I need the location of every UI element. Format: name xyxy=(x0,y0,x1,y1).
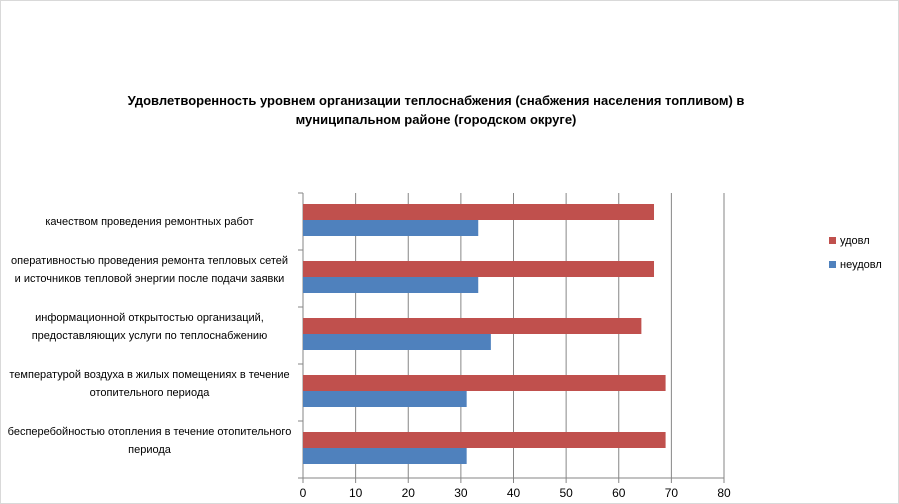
category-label: качеством проведения ремонтных работ xyxy=(45,215,254,228)
bar-udovl xyxy=(303,375,666,391)
category-label: оперативностью проведения ремонта теплов… xyxy=(11,254,288,285)
x-tick-label: 80 xyxy=(717,486,731,500)
bar-neudovl xyxy=(303,334,491,350)
legend-swatch xyxy=(829,237,836,244)
bar-neudovl xyxy=(303,220,479,236)
legend-label: неудовл xyxy=(840,259,882,271)
x-tick-label: 0 xyxy=(300,486,307,500)
x-tick-label: 40 xyxy=(507,486,521,500)
legend-swatch xyxy=(829,261,836,268)
chart-title: Удовлетворенность уровнем организации те… xyxy=(127,93,745,127)
bar-neudovl xyxy=(303,277,479,293)
category-label: информационной открытостью организаций, … xyxy=(31,311,268,342)
bar-udovl xyxy=(303,204,655,220)
x-tick-label: 70 xyxy=(665,486,679,500)
x-tick-label: 30 xyxy=(454,486,468,500)
bar-udovl xyxy=(303,261,655,277)
category-label: бесперебойностью отопления в течение ото… xyxy=(7,425,292,456)
x-tick-label: 50 xyxy=(559,486,573,500)
category-label: температурой воздуха в жилых помещениях … xyxy=(9,368,290,399)
bar-udovl xyxy=(303,432,666,448)
bar-neudovl xyxy=(303,448,467,464)
x-tick-label: 20 xyxy=(402,486,416,500)
legend-label: удовл xyxy=(840,235,870,247)
legend-item-udovl: удовл xyxy=(829,235,870,247)
legend-item-neudovl: неудовл xyxy=(829,259,882,271)
bar-udovl xyxy=(303,318,642,334)
bar-neudovl xyxy=(303,391,467,407)
x-tick-label: 10 xyxy=(349,486,363,500)
x-tick-label: 60 xyxy=(612,486,626,500)
